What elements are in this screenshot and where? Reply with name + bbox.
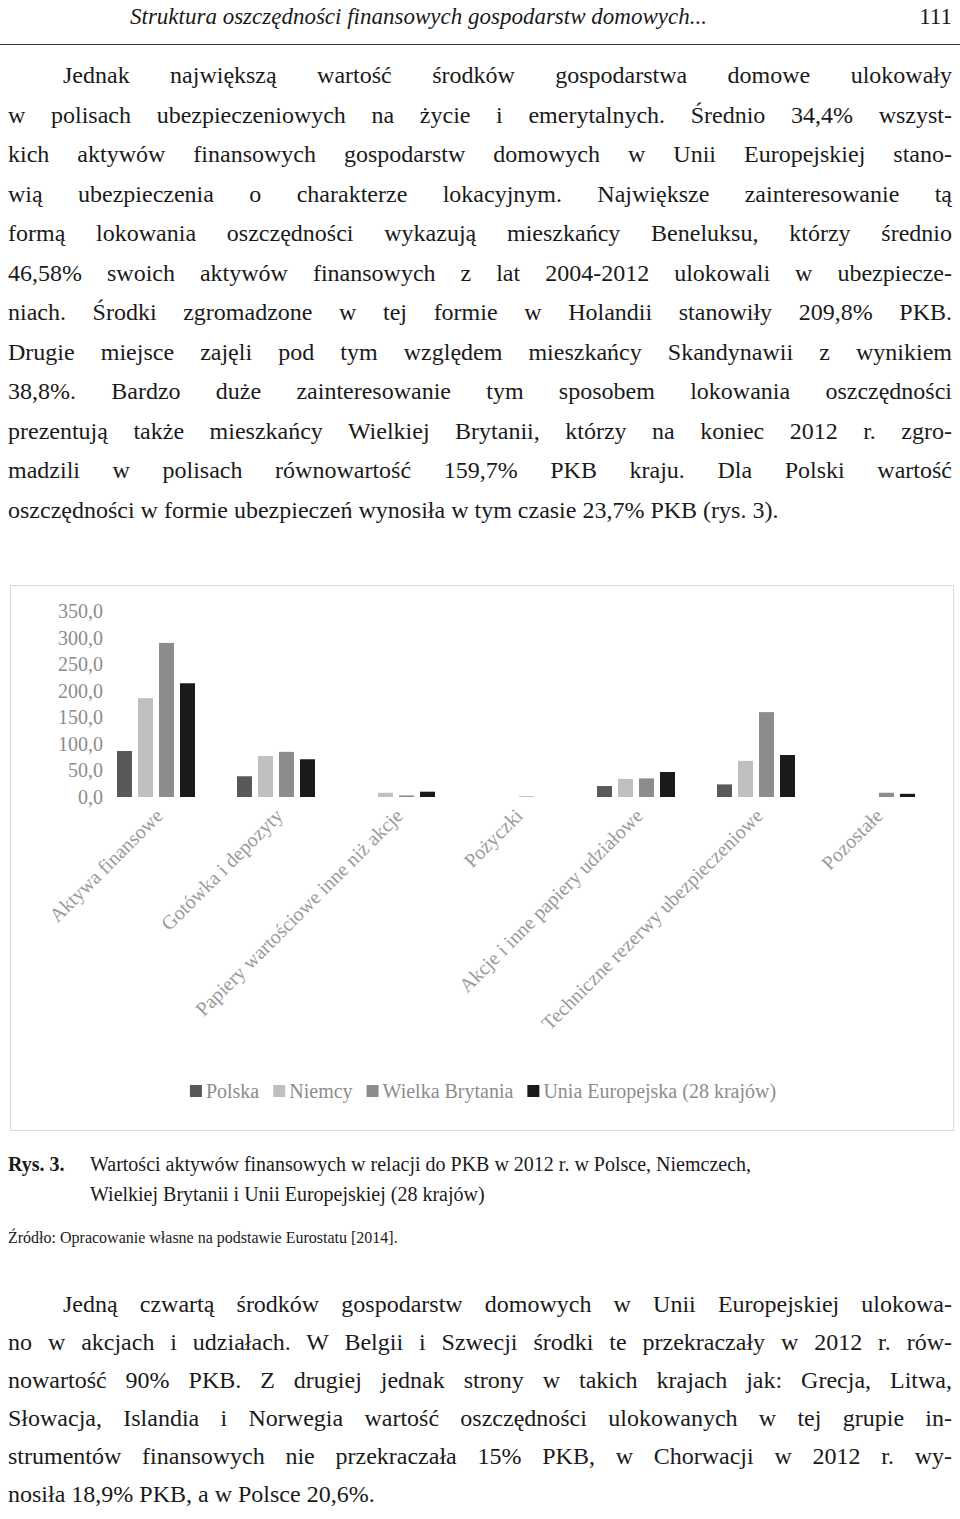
bar xyxy=(717,784,732,797)
figure-source: Źródło: Opracowanie własne na podstawie … xyxy=(8,1229,398,1247)
bar xyxy=(519,796,534,797)
figure-caption: Wielkiej Brytanii i Unii Europejskiej (2… xyxy=(90,1183,485,1206)
x-tick-label: Akcje i inne papiery udziałowe xyxy=(455,804,648,997)
bar xyxy=(780,755,795,797)
text-line: kich aktywów finansowych gospodarstw dom… xyxy=(8,141,952,168)
bar xyxy=(357,797,372,798)
legend-swatch xyxy=(367,1085,379,1097)
legend-label: Polska xyxy=(206,1080,259,1102)
chart-frame: 0,0 50,0 100,0 150,0 200,0 250,0 300,0 350,0 Akt… xyxy=(10,585,954,1131)
bar xyxy=(300,759,315,797)
bar xyxy=(858,797,873,798)
header-rule xyxy=(0,44,960,45)
bar xyxy=(117,751,132,797)
bar xyxy=(279,752,294,797)
legend-swatch xyxy=(273,1085,285,1097)
legend-label: Niemcy xyxy=(289,1080,352,1103)
text-line: wią ubezpieczenia o charakterze lokacyjn… xyxy=(8,181,952,208)
legend: Polska Niemcy Wielka Brytania Unia Europejs… xyxy=(190,1080,776,1103)
bar xyxy=(237,776,252,797)
x-tick-label: Techniczne rezerwy ubezpieczeniowe xyxy=(537,804,767,1034)
bar xyxy=(420,792,435,797)
text-line: Jednak największą wartość środków gospod… xyxy=(63,62,952,89)
text-line: niach. Środki zgromadzone w tej formie w… xyxy=(8,299,952,326)
legend-label: Unia Europejska (28 krajów) xyxy=(543,1080,776,1103)
legend-label: Wielka Brytania xyxy=(383,1080,514,1103)
y-tick-label: 200,0 xyxy=(58,680,103,702)
bar xyxy=(540,797,555,798)
bar xyxy=(660,772,675,797)
text-line: nosiła 18,9% PKB, a w Polsce 20,6%. xyxy=(8,1481,952,1508)
bar xyxy=(138,698,153,797)
y-tick-label: 0,0 xyxy=(78,786,103,808)
chart: 0,0 50,0 100,0 150,0 200,0 250,0 300,0 350,0 Akt… xyxy=(11,586,955,1132)
text-line: 46,58% swoich aktywów finansowych z lat … xyxy=(8,260,952,287)
y-tick-label: 350,0 xyxy=(58,600,103,622)
bar xyxy=(879,793,894,797)
bar xyxy=(900,794,915,797)
bar xyxy=(159,643,174,797)
x-tick-label: Pozostałe xyxy=(817,804,887,874)
text-line: no w akcjach i udziałach. W Belgii i Szw… xyxy=(8,1329,952,1356)
bar xyxy=(180,683,195,797)
bar xyxy=(837,797,852,798)
y-tick-label: 50,0 xyxy=(68,759,103,781)
bar xyxy=(498,797,513,798)
bar xyxy=(639,778,654,797)
text-line: madzili w polisach równowartość 159,7% P… xyxy=(8,457,952,484)
running-header: Struktura oszczędności finansowych gospo… xyxy=(130,4,707,30)
x-tick-label: Aktywa finansowe xyxy=(45,804,168,927)
text-line: nowartość 90% PKB. Z drugiej jednak stro… xyxy=(8,1367,952,1394)
y-tick-label: 300,0 xyxy=(58,627,103,649)
text-line: prezentują także mieszkańcy Wielkiej Bry… xyxy=(8,418,952,445)
text-line: 38,8%. Bardzo duże zainteresowanie tym s… xyxy=(8,378,952,405)
bar xyxy=(477,797,492,798)
x-tick-label: Gotówka i depozyty xyxy=(157,804,288,935)
bar xyxy=(759,712,774,797)
figure-caption: Wartości aktywów finansowych w relacji d… xyxy=(90,1153,751,1176)
text-line: Drugie miejsce zajęli pod tym względem m… xyxy=(8,339,952,366)
bar xyxy=(399,795,414,797)
text-line: oszczędności w formie ubezpieczeń wynosi… xyxy=(8,497,952,524)
text-line: w polisach ubezpieczeniowych na życie i … xyxy=(8,102,952,129)
x-tick-label: Pożyczki xyxy=(459,804,527,872)
text-line: Słowacja, Islandia i Norwegia wartość os… xyxy=(8,1405,952,1432)
bar xyxy=(738,761,753,797)
bar xyxy=(597,786,612,797)
bar xyxy=(258,756,273,797)
y-tick-label: 250,0 xyxy=(58,653,103,675)
legend-swatch xyxy=(190,1085,202,1097)
text-line: strumentów finansowych nie przekraczała … xyxy=(8,1443,952,1470)
y-tick-label: 150,0 xyxy=(58,706,103,728)
bar xyxy=(618,779,633,797)
figure-label: Rys. 3. xyxy=(8,1153,65,1176)
legend-swatch xyxy=(527,1085,539,1097)
text-line: formą lokowania oszczędności wykazują mi… xyxy=(8,220,952,247)
page-number: 111 xyxy=(919,4,952,30)
text-line: Jedną czwartą środków gospodarstw domowy… xyxy=(63,1291,952,1318)
bars xyxy=(117,643,915,797)
bar xyxy=(378,793,393,797)
x-tick-label: Papiery wartościowe inne niż akcje xyxy=(191,804,408,1021)
y-tick-label: 100,0 xyxy=(58,733,103,755)
